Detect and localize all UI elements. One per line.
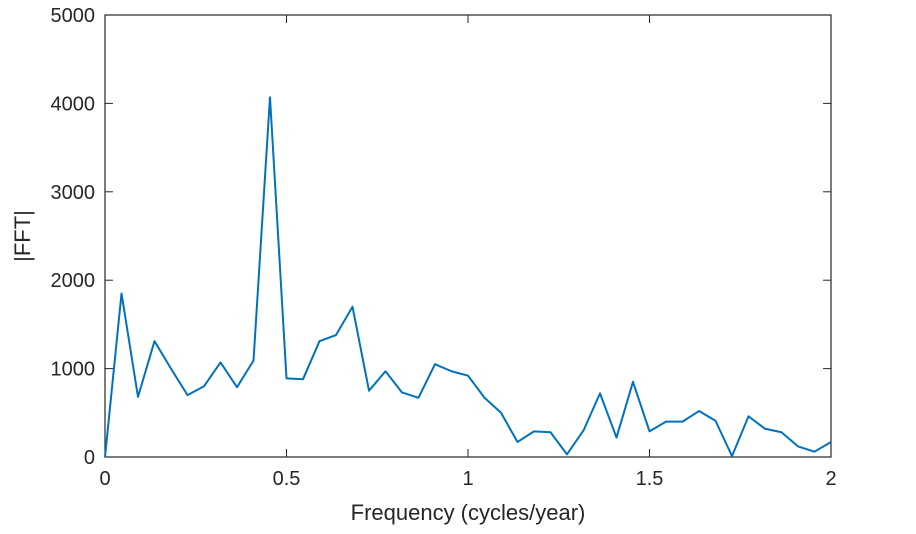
y-tick-label: 2000 <box>51 270 96 292</box>
y-tick-label: 0 <box>84 447 95 469</box>
x-tick-label: 0 <box>99 468 110 490</box>
series-layer <box>104 96 832 458</box>
x-tick-label: 0.5 <box>273 468 301 490</box>
y-tick-label: 5000 <box>51 5 96 27</box>
y-axis-title: |FFT| <box>10 210 35 262</box>
y-tick-label: 4000 <box>51 93 96 115</box>
y-axis: 0 1000 2000 3000 4000 5000 <box>51 5 831 469</box>
x-tick-label: 1 <box>462 468 473 490</box>
y-tick-label: 1000 <box>51 359 96 381</box>
plot-frame <box>104 14 832 458</box>
series-line <box>104 96 832 458</box>
x-axis-title: Frequency (cycles/year) <box>351 500 586 525</box>
plot-box <box>104 14 832 458</box>
x-tick-label: 2 <box>825 468 836 490</box>
x-axis: 0 0.5 1 1.5 2 <box>99 15 837 490</box>
y-tick-label: 3000 <box>51 182 96 204</box>
x-tick-label: 1.5 <box>636 468 664 490</box>
